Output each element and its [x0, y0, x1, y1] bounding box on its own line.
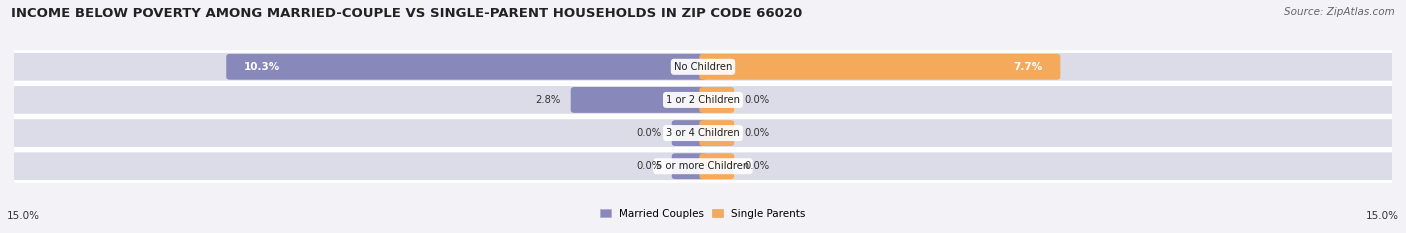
Text: 15.0%: 15.0% — [7, 211, 39, 220]
FancyBboxPatch shape — [7, 151, 1399, 182]
Text: Source: ZipAtlas.com: Source: ZipAtlas.com — [1284, 7, 1395, 17]
FancyBboxPatch shape — [226, 54, 707, 80]
Text: No Children: No Children — [673, 62, 733, 72]
Text: 2.8%: 2.8% — [536, 95, 561, 105]
Text: 1 or 2 Children: 1 or 2 Children — [666, 95, 740, 105]
FancyBboxPatch shape — [7, 51, 1399, 82]
FancyBboxPatch shape — [7, 85, 1399, 115]
FancyBboxPatch shape — [699, 120, 734, 146]
Text: 10.3%: 10.3% — [243, 62, 280, 72]
FancyBboxPatch shape — [571, 87, 707, 113]
Text: 0.0%: 0.0% — [744, 161, 769, 171]
Text: 5 or more Children: 5 or more Children — [657, 161, 749, 171]
FancyBboxPatch shape — [699, 54, 1060, 80]
Text: 3 or 4 Children: 3 or 4 Children — [666, 128, 740, 138]
Text: 0.0%: 0.0% — [637, 128, 662, 138]
Legend: Married Couples, Single Parents: Married Couples, Single Parents — [600, 209, 806, 219]
FancyBboxPatch shape — [699, 153, 734, 179]
FancyBboxPatch shape — [699, 87, 734, 113]
Text: 7.7%: 7.7% — [1014, 62, 1043, 72]
FancyBboxPatch shape — [672, 120, 707, 146]
Text: 0.0%: 0.0% — [637, 161, 662, 171]
Text: 15.0%: 15.0% — [1367, 211, 1399, 220]
Text: 0.0%: 0.0% — [744, 128, 769, 138]
Text: 0.0%: 0.0% — [744, 95, 769, 105]
FancyBboxPatch shape — [7, 118, 1399, 148]
Text: INCOME BELOW POVERTY AMONG MARRIED-COUPLE VS SINGLE-PARENT HOUSEHOLDS IN ZIP COD: INCOME BELOW POVERTY AMONG MARRIED-COUPL… — [11, 7, 803, 20]
FancyBboxPatch shape — [672, 153, 707, 179]
